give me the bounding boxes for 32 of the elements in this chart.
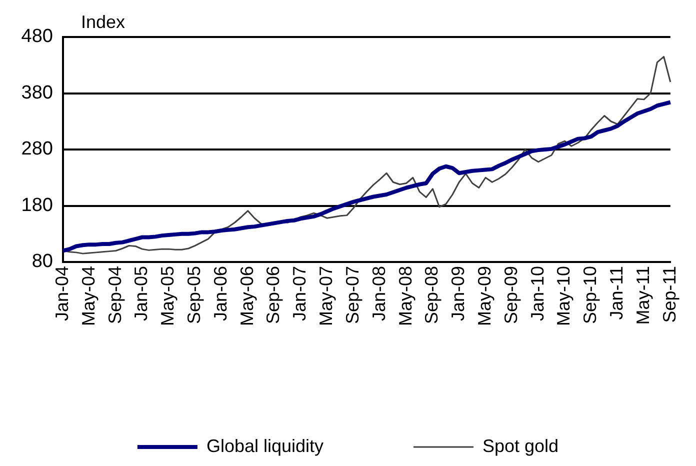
y-tick-label: 180 [21,194,53,216]
x-tick-label: Jan-11 [606,266,627,320]
x-tick-label: Jan-09 [448,266,468,322]
x-tick-label: May-05 [158,266,178,326]
x-tick-label: Sep-06 [263,266,284,324]
legend-label: Global liquidity [206,436,324,456]
legend-label: Spot gold [482,436,559,456]
x-tick-label: Jan-08 [368,266,389,322]
x-tick-label: Sep-08 [422,266,442,324]
x-tick-label: Sep-05 [184,266,204,324]
x-tick-label: Sep-09 [500,266,521,324]
x-tick-label: Jan-10 [527,266,548,322]
x-tick-label: Jan-07 [290,266,310,322]
x-tick-label: May-09 [474,266,495,326]
x-tick-label: May-10 [554,266,574,326]
x-tick-label: May-08 [395,266,416,326]
y-axis-title: Index [81,12,126,32]
x-tick-label: Sep-04 [104,266,125,324]
x-tick-label: May-04 [78,266,98,326]
x-tick-label: May-11 [632,266,653,325]
x-tick-label: Sep-07 [342,266,362,324]
x-tick-label: May-07 [316,266,336,326]
x-tick-label: Jan-05 [131,266,152,322]
x-tick-label: May-06 [236,266,257,326]
y-tick-label: 480 [21,26,53,48]
x-tick-label: Jan-04 [52,266,72,322]
x-tick-label: Sep-10 [580,266,600,324]
y-tick-label: 80 [32,251,53,272]
y-tick-label: 380 [21,82,53,104]
y-tick-label: 280 [21,138,53,160]
x-tick-label: Jan-06 [210,266,230,322]
x-tick-label: Sep-11 [659,266,680,323]
